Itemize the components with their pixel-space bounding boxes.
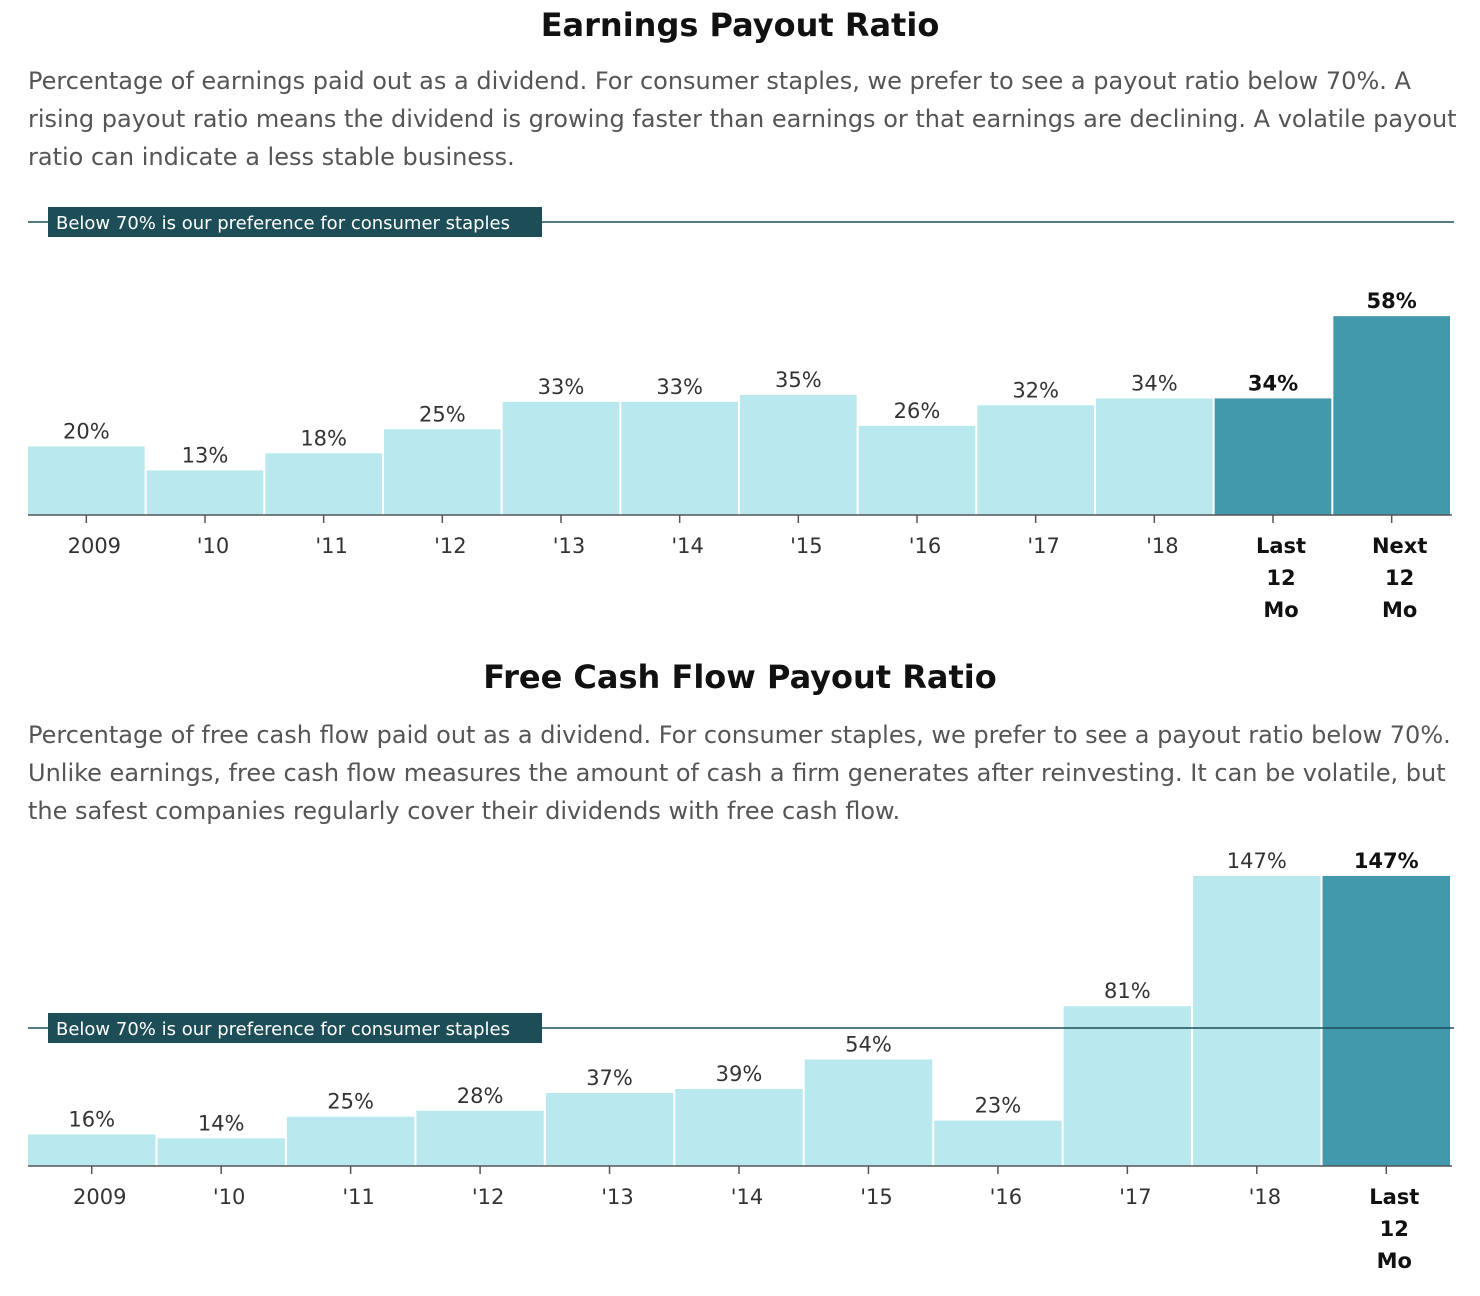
bar-value-label: 147%	[1227, 849, 1287, 873]
x-tick-label: '17	[1119, 1185, 1152, 1209]
bar-0-11	[1333, 316, 1450, 515]
chart-description-fcf: Percentage of free cash flow paid out as…	[28, 721, 1451, 825]
x-tick-label: '12	[472, 1185, 505, 1209]
reference-line-label: Below 70% is our preference for consumer…	[56, 1019, 510, 1040]
bar-0-10	[1214, 398, 1332, 515]
x-tick-label: '15	[790, 534, 823, 558]
reference-label-background	[48, 207, 542, 237]
bar-1-4	[545, 1093, 674, 1166]
chart-title-fcf: Free Cash Flow Payout Ratio	[483, 658, 997, 696]
bar-value-label: 20%	[63, 419, 110, 443]
bar-1-2	[286, 1116, 415, 1166]
x-tick-label: '14	[671, 534, 704, 558]
x-tick-label: 2009	[73, 1185, 126, 1209]
bar-value-label: 26%	[894, 399, 941, 423]
bar-1-8	[1063, 1006, 1192, 1166]
x-tick-label: '18	[1249, 1185, 1282, 1209]
chart-title-earnings: Earnings Payout Ratio	[540, 6, 940, 44]
bar-value-label: 14%	[198, 1111, 245, 1135]
reference-line-label: Below 70% is our preference for consumer…	[56, 213, 510, 234]
bar-0-2	[265, 453, 382, 515]
bar-value-label: 34%	[1131, 371, 1178, 395]
bar-1-6	[804, 1059, 933, 1166]
bar-value-label: 16%	[68, 1107, 115, 1131]
bar-value-label: 33%	[656, 375, 703, 399]
bar-1-10	[1322, 876, 1450, 1166]
x-tick-label: Last 12 Mo	[1369, 1185, 1419, 1273]
x-tick-label: '16	[909, 534, 942, 558]
x-tick-label: '14	[731, 1185, 764, 1209]
bar-1-9	[1193, 876, 1321, 1166]
bar-value-label: 25%	[327, 1090, 374, 1114]
x-tick-label: '12	[434, 534, 467, 558]
bar-0-7	[858, 425, 976, 515]
chart-description-earnings: Percentage of earnings paid out as a div…	[28, 67, 1457, 171]
bar-1-3	[416, 1110, 544, 1166]
bar-value-label: 147%	[1354, 849, 1419, 873]
bar-0-3	[384, 429, 501, 515]
bar-0-1	[146, 470, 264, 515]
bar-value-label: 58%	[1367, 289, 1417, 313]
x-tick-label: '11	[315, 534, 348, 558]
x-tick-label: '10	[197, 534, 230, 558]
x-tick-label: '18	[1146, 534, 1179, 558]
bar-1-0	[28, 1134, 156, 1166]
x-tick-label: 2009	[68, 534, 121, 558]
bar-value-label: 23%	[975, 1094, 1022, 1118]
x-tick-label: '13	[601, 1185, 634, 1209]
bar-value-label: 25%	[419, 402, 466, 426]
earnings-payout-chart: 20% 13% 18% 25% 33% 33% 35% 26% 32% 34% 34% 58% Belo…	[28, 207, 1454, 622]
bar-0-0	[28, 446, 145, 515]
bar-value-label: 54%	[845, 1032, 892, 1056]
x-tick-label: '17	[1027, 534, 1060, 558]
bar-1-1	[157, 1138, 285, 1166]
bar-value-label: 33%	[538, 375, 585, 399]
bar-value-label: 13%	[182, 443, 229, 467]
x-tick-label: '11	[342, 1185, 375, 1209]
bar-value-label: 39%	[716, 1062, 763, 1086]
bar-1-5	[675, 1089, 803, 1166]
bar-value-label: 32%	[1012, 378, 1059, 402]
bar-0-9	[1096, 398, 1213, 515]
bar-0-5	[621, 401, 738, 515]
x-tick-label: '13	[553, 534, 586, 558]
fcf-payout-chart: 16% 14% 25% 28% 37% 39% 54% 23% 81% 147% 147% Below…	[28, 849, 1454, 1273]
bar-value-label: 34%	[1248, 371, 1298, 395]
reference-label-background	[48, 1013, 542, 1043]
bar-0-8	[977, 405, 1094, 515]
x-tick-label: '10	[213, 1185, 246, 1209]
bar-0-6	[740, 395, 857, 515]
x-tick-label: '15	[860, 1185, 893, 1209]
bar-0-4	[502, 401, 620, 515]
bar-1-7	[934, 1120, 1062, 1166]
x-tick-label: Last 12 Mo	[1256, 534, 1306, 622]
bar-value-label: 18%	[300, 426, 347, 450]
bar-value-label: 28%	[457, 1084, 504, 1108]
x-tick-label: '16	[990, 1185, 1023, 1209]
bar-value-label: 35%	[775, 368, 822, 392]
bar-value-label: 81%	[1104, 979, 1151, 1003]
bar-value-label: 37%	[586, 1066, 633, 1090]
x-tick-label: Next 12 Mo	[1372, 534, 1427, 622]
